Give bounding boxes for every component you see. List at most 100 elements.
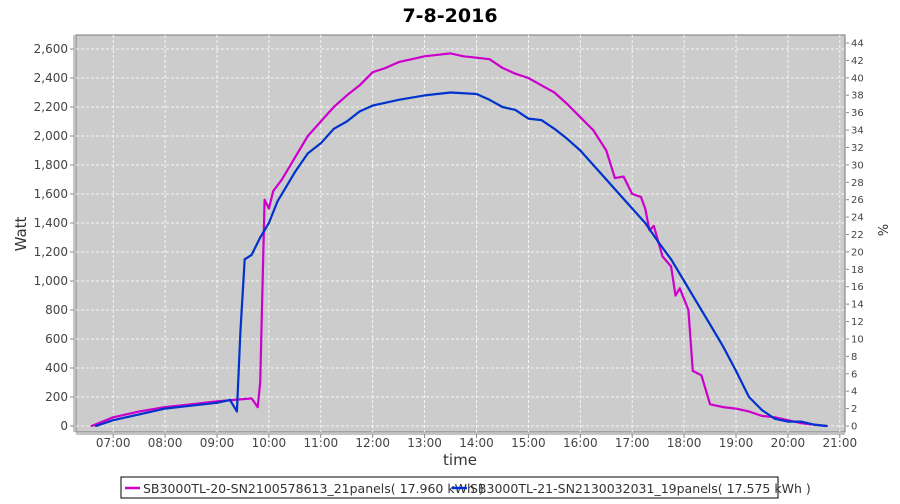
data-point-series-1 — [332, 106, 335, 108]
data-point-series-1 — [644, 207, 647, 210]
data-point-series-2 — [657, 240, 660, 243]
data-point-series-2 — [501, 106, 504, 108]
data-point-series-1 — [256, 406, 259, 409]
y2-tick-label: 26 — [851, 195, 864, 206]
y-tick-label: 2,000 — [34, 129, 68, 143]
y-tick-label: 0 — [60, 419, 68, 433]
data-point-series-1 — [631, 193, 634, 195]
data-point-series-2 — [319, 142, 322, 145]
legend-label-series-1: SB3000TL-20-SN2100578613_21panels( 17.96… — [143, 481, 484, 496]
data-point-series-1 — [112, 416, 115, 419]
data-point-series-1 — [280, 178, 283, 181]
legend-label-series-2: SB3000TL-21-SN2130032031_19panels( 17.57… — [470, 481, 811, 496]
y-tick-label: 800 — [45, 303, 68, 317]
data-point-series-2 — [235, 410, 238, 413]
data-point-series-2 — [239, 330, 242, 333]
data-point-series-1 — [475, 56, 478, 59]
data-point-series-2 — [276, 200, 279, 203]
data-point-series-2 — [259, 236, 262, 239]
data-point-series-2 — [397, 98, 400, 101]
data-point-series-1 — [462, 55, 465, 58]
data-point-series-1 — [652, 224, 655, 227]
data-point-series-1 — [540, 84, 543, 87]
data-point-series-2 — [786, 420, 789, 423]
y-tick-label: 1,000 — [34, 274, 68, 288]
data-point-series-1 — [410, 58, 413, 61]
x-tick-label: 14:00 — [459, 436, 494, 450]
data-point-series-1 — [579, 116, 582, 119]
data-point-series-2 — [540, 119, 543, 122]
data-point-series-2 — [190, 404, 193, 407]
data-point-series-2 — [267, 222, 270, 224]
data-point-series-1 — [259, 381, 262, 384]
x-tick-label: 13:00 — [407, 436, 442, 450]
x-tick-label: 21:00 — [823, 436, 858, 450]
data-point-series-1 — [722, 406, 725, 409]
y2-tick-label: 6 — [851, 369, 857, 380]
y-tick-label: 600 — [45, 332, 68, 346]
data-point-series-2 — [825, 425, 828, 427]
y2-tick-label: 22 — [851, 230, 864, 241]
data-point-series-1 — [639, 195, 642, 198]
data-point-series-1 — [678, 287, 681, 290]
x-tick-label: 16:00 — [563, 436, 598, 450]
data-point-series-2 — [215, 401, 218, 404]
y-tick-label: 2,400 — [34, 71, 68, 85]
data-point-series-2 — [812, 423, 815, 426]
data-point-series-1 — [747, 410, 750, 413]
data-point-series-2 — [306, 152, 309, 155]
data-point-series-1 — [501, 66, 504, 69]
y2-tick-label: 42 — [851, 56, 864, 67]
y2-tick-label: 40 — [851, 73, 864, 84]
data-point-series-2 — [514, 108, 517, 111]
data-point-series-1 — [358, 84, 361, 87]
data-point-series-2 — [423, 94, 426, 97]
data-point-series-1 — [488, 58, 491, 61]
data-point-series-2 — [250, 253, 253, 256]
grid — [76, 35, 845, 432]
y2-tick-label: 16 — [851, 282, 864, 293]
data-point-series-2 — [670, 258, 673, 261]
data-point-series-1 — [423, 55, 426, 58]
data-point-series-1 — [553, 91, 556, 94]
data-point-series-1 — [90, 425, 93, 427]
data-point-series-2 — [112, 419, 115, 422]
data-point-series-2 — [228, 398, 231, 401]
data-point-series-2 — [527, 117, 530, 120]
plot-area — [75, 34, 846, 433]
data-point-series-1 — [566, 103, 569, 106]
y2-tick-label: 44 — [851, 39, 864, 50]
data-point-series-2 — [683, 280, 686, 282]
data-point-series-2 — [553, 127, 556, 130]
data-point-series-1 — [661, 255, 664, 258]
data-point-series-2 — [94, 425, 97, 427]
data-point-series-2 — [566, 137, 569, 140]
y2-tick-label: 28 — [851, 178, 864, 189]
y2-tick-label: 10 — [851, 334, 864, 345]
data-point-series-1 — [397, 61, 400, 64]
y2-tick-label: 0 — [851, 422, 857, 433]
x-tick-label: 15:00 — [511, 436, 546, 450]
data-point-series-2 — [631, 207, 634, 210]
data-point-series-2 — [644, 222, 647, 224]
x-tick-label: 19:00 — [719, 436, 754, 450]
data-point-series-2 — [760, 409, 763, 412]
y2-tick-label: 38 — [851, 91, 864, 102]
y2-tick-label: 8 — [851, 352, 857, 363]
x-tick-label: 09:00 — [200, 436, 235, 450]
data-point-series-1 — [233, 398, 236, 401]
data-point-series-1 — [613, 177, 616, 180]
x-axis-label: time — [443, 451, 477, 469]
x-tick-label: 20:00 — [771, 436, 806, 450]
legend-box — [120, 476, 779, 499]
y2-tick-label: 18 — [851, 265, 864, 276]
data-point-series-1 — [250, 397, 253, 400]
data-point-series-2 — [696, 301, 699, 304]
data-point-series-1 — [384, 66, 387, 69]
data-point-series-2 — [488, 98, 491, 101]
legend: SB3000TL-20-SN2100578613_21panels( 17.96… — [120, 476, 811, 499]
y2-tick-label: 14 — [851, 300, 864, 311]
data-point-series-1 — [306, 135, 309, 137]
